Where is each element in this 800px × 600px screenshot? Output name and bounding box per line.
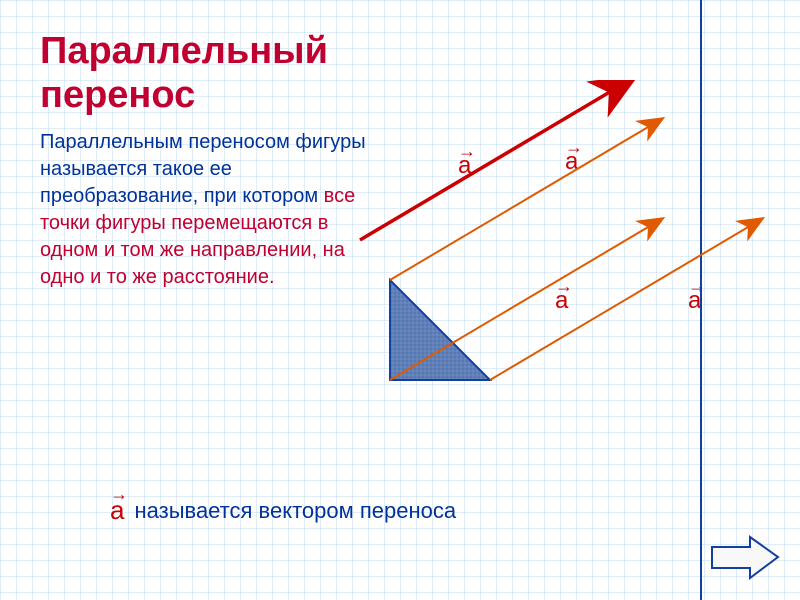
content-area: Параллельный перенос Параллельным перено…	[0, 0, 800, 321]
next-arrow-button[interactable]	[710, 535, 780, 580]
bottom-text-label: называется вектором переноса	[134, 498, 456, 524]
arrow-over-icon: →	[110, 491, 124, 498]
bottom-vector-label: → a	[110, 495, 124, 526]
title-line-1: Параллельный	[40, 30, 328, 72]
definition-text: Параллельным переносом фигуры называется…	[40, 129, 380, 291]
title-line-2: перенос	[40, 74, 195, 116]
page-title: Параллельный перенос	[40, 30, 760, 117]
bottom-caption: → a называется вектором переноса	[110, 495, 456, 526]
definition-part-1: Параллельным переносом фигуры называется…	[40, 131, 366, 207]
